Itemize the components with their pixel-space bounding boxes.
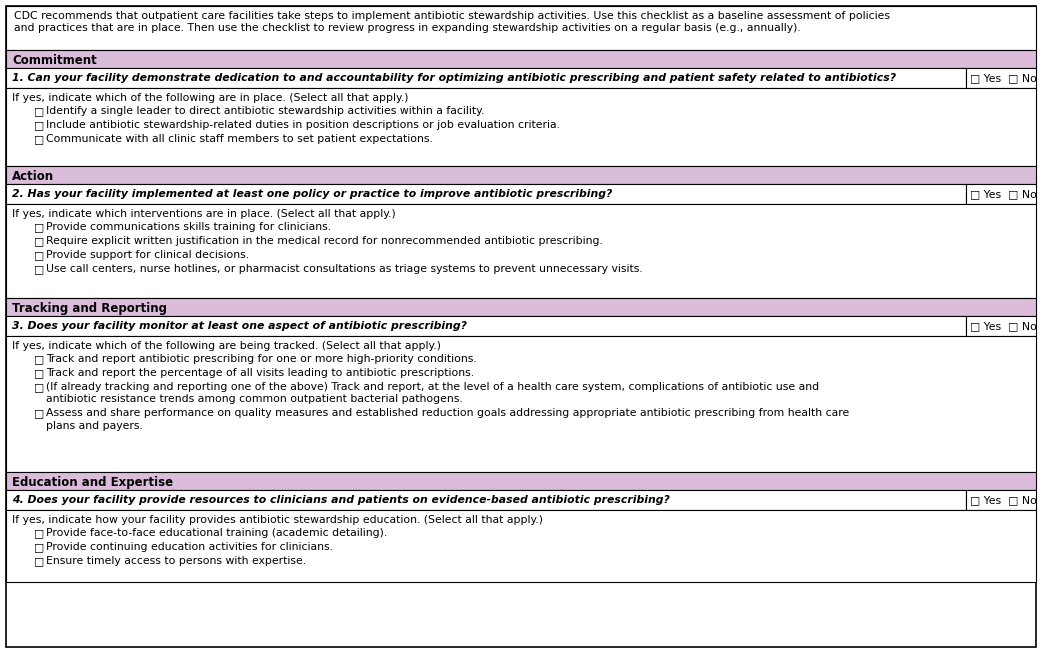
Text: Provide continuing education activities for clinicians.: Provide continuing education activities … xyxy=(46,542,333,552)
Text: Include antibiotic stewardship-related duties in position descriptions or job ev: Include antibiotic stewardship-related d… xyxy=(46,120,560,130)
Text: □ Yes  □ No: □ Yes □ No xyxy=(970,189,1037,199)
Text: □: □ xyxy=(34,250,44,260)
Text: Identify a single leader to direct antibiotic stewardship activities within a fa: Identify a single leader to direct antib… xyxy=(46,106,485,116)
Text: □: □ xyxy=(34,409,44,419)
Text: If yes, indicate how your facility provides antibiotic stewardship education. (S: If yes, indicate how your facility provi… xyxy=(13,515,543,525)
Bar xyxy=(6,298,1036,316)
Bar xyxy=(6,68,966,88)
Text: Require explicit written justification in the medical record for nonrecommended : Require explicit written justification i… xyxy=(46,236,603,246)
Bar xyxy=(6,336,1036,472)
Text: □: □ xyxy=(34,354,44,364)
Text: 4. Does your facility provide resources to clinicians and patients on evidence-b: 4. Does your facility provide resources … xyxy=(13,495,670,505)
Bar xyxy=(6,88,1036,166)
Bar xyxy=(6,184,966,204)
Text: □: □ xyxy=(34,106,44,116)
Text: □: □ xyxy=(34,120,44,130)
Text: 2. Has your facility implemented at least one policy or practice to improve anti: 2. Has your facility implemented at leas… xyxy=(13,189,613,199)
Text: (If already tracking and reporting one of the above) Track and report, at the le: (If already tracking and reporting one o… xyxy=(46,382,819,404)
Text: If yes, indicate which of the following are in place. (Select all that apply.): If yes, indicate which of the following … xyxy=(13,93,408,103)
Text: Track and report antibiotic prescribing for one or more high-priority conditions: Track and report antibiotic prescribing … xyxy=(46,354,477,364)
Text: □: □ xyxy=(34,264,44,274)
Text: Tracking and Reporting: Tracking and Reporting xyxy=(13,302,167,315)
Text: □: □ xyxy=(34,368,44,378)
Text: □: □ xyxy=(34,236,44,246)
Text: Education and Expertise: Education and Expertise xyxy=(13,476,173,489)
Text: □: □ xyxy=(34,222,44,232)
Bar xyxy=(966,316,1036,336)
Text: Ensure timely access to persons with expertise.: Ensure timely access to persons with exp… xyxy=(46,556,306,566)
Bar xyxy=(6,316,966,336)
Bar xyxy=(6,510,1036,582)
Text: Commitment: Commitment xyxy=(13,54,97,67)
Text: Action: Action xyxy=(13,170,54,183)
Bar xyxy=(6,50,1036,68)
Bar xyxy=(6,490,966,510)
Text: □: □ xyxy=(34,382,44,392)
Text: Track and report the percentage of all visits leading to antibiotic prescription: Track and report the percentage of all v… xyxy=(46,368,474,378)
Text: □: □ xyxy=(34,542,44,552)
Bar xyxy=(6,166,1036,184)
Text: □: □ xyxy=(34,556,44,566)
Bar xyxy=(966,184,1036,204)
Text: If yes, indicate which of the following are being tracked. (Select all that appl: If yes, indicate which of the following … xyxy=(13,341,441,351)
Text: Provide face-to-face educational training (academic detailing).: Provide face-to-face educational trainin… xyxy=(46,528,388,538)
Bar xyxy=(6,472,1036,490)
Text: Communicate with all clinic staff members to set patient expectations.: Communicate with all clinic staff member… xyxy=(46,134,432,144)
Text: Assess and share performance on quality measures and established reduction goals: Assess and share performance on quality … xyxy=(46,409,849,431)
Text: 1. Can your facility demonstrate dedication to and accountability for optimizing: 1. Can your facility demonstrate dedicat… xyxy=(13,73,896,83)
Bar xyxy=(966,490,1036,510)
Bar xyxy=(6,6,1036,50)
Text: □: □ xyxy=(34,528,44,538)
Bar xyxy=(6,204,1036,298)
Text: CDC recommends that outpatient care facilities take steps to implement antibioti: CDC recommends that outpatient care faci… xyxy=(14,11,890,33)
Text: If yes, indicate which interventions are in place. (Select all that apply.): If yes, indicate which interventions are… xyxy=(13,209,396,219)
Text: Provide support for clinical decisions.: Provide support for clinical decisions. xyxy=(46,250,249,260)
Text: □: □ xyxy=(34,134,44,144)
Text: Use call centers, nurse hotlines, or pharmacist consultations as triage systems : Use call centers, nurse hotlines, or pha… xyxy=(46,264,643,274)
Text: □ Yes  □ No: □ Yes □ No xyxy=(970,321,1037,331)
Text: 3. Does your facility monitor at least one aspect of antibiotic prescribing?: 3. Does your facility monitor at least o… xyxy=(13,321,467,331)
Text: □ Yes  □ No: □ Yes □ No xyxy=(970,495,1037,505)
Bar xyxy=(966,68,1036,88)
Text: □ Yes  □ No: □ Yes □ No xyxy=(970,73,1037,83)
Text: Provide communications skills training for clinicians.: Provide communications skills training f… xyxy=(46,222,331,232)
